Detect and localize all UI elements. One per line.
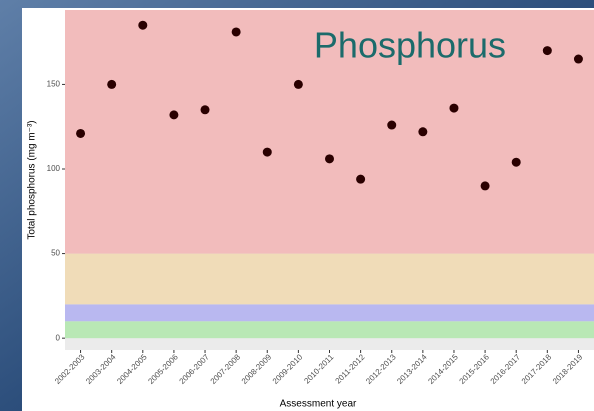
point	[512, 158, 521, 167]
y-tick-label: 50	[51, 249, 60, 258]
y-axis-label: Total phosphorus (mg m⁻³)	[27, 120, 38, 239]
x-axis-label: Assessment year	[280, 399, 357, 410]
point	[232, 27, 241, 36]
threshold-band	[65, 254, 594, 305]
threshold-band	[65, 321, 594, 338]
point	[418, 127, 427, 136]
y-tick-label: 0	[56, 333, 61, 342]
point	[76, 129, 85, 138]
y-tick-label: 150	[47, 80, 61, 89]
screen: 0501001502002-20032003-20042004-20052005…	[0, 0, 594, 411]
point	[543, 46, 552, 55]
point	[294, 80, 303, 89]
point	[169, 110, 178, 119]
point	[356, 175, 365, 184]
chart-title: Phosphorus	[314, 25, 506, 66]
point	[263, 148, 272, 157]
threshold-band	[65, 304, 594, 321]
point	[449, 104, 458, 113]
point	[481, 181, 490, 190]
point	[574, 55, 583, 64]
point	[325, 154, 334, 163]
point	[201, 105, 210, 114]
point	[387, 121, 396, 130]
y-tick-label: 100	[47, 164, 61, 173]
point	[107, 80, 116, 89]
point	[138, 21, 147, 30]
